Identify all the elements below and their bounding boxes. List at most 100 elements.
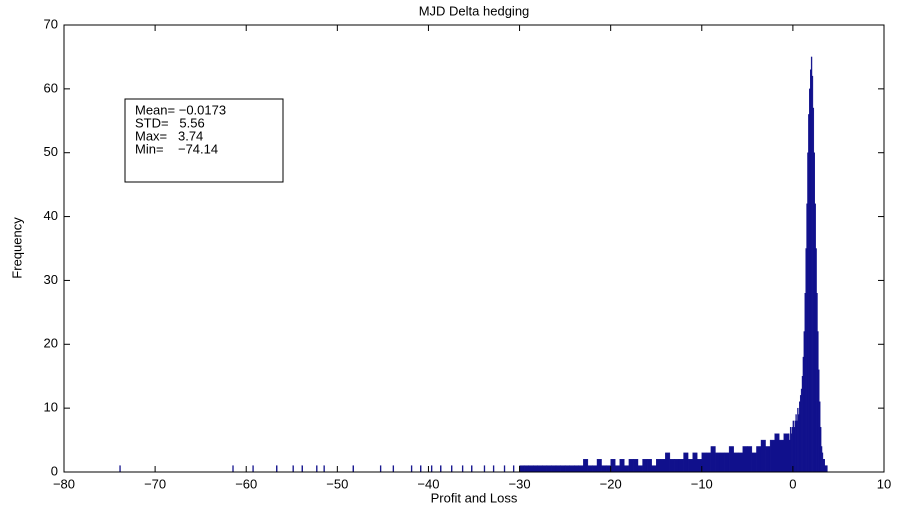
bar xyxy=(533,465,538,473)
bar xyxy=(410,465,413,473)
bar xyxy=(523,465,529,473)
y-tick-label: 30 xyxy=(44,272,58,287)
y-tick-label: 70 xyxy=(44,16,58,31)
stats-text: Mean= −0.0173 xyxy=(135,102,226,117)
bar xyxy=(276,465,278,473)
bar xyxy=(578,465,584,473)
x-tick-label: −20 xyxy=(600,476,622,491)
y-axis-label: Frequency xyxy=(9,217,24,279)
bar xyxy=(678,459,684,473)
bar xyxy=(316,465,318,473)
bar xyxy=(528,465,534,473)
bar xyxy=(461,465,464,473)
bar xyxy=(119,465,121,473)
bar xyxy=(430,465,433,473)
x-axis-label: Profit and Loss xyxy=(431,490,518,505)
axes-box xyxy=(63,24,885,473)
bar xyxy=(451,465,453,473)
bar xyxy=(769,439,775,473)
bar xyxy=(733,452,739,473)
bar xyxy=(564,465,570,473)
bar xyxy=(756,446,762,473)
stats-text: Min= −74.14 xyxy=(135,141,218,156)
x-tick-label: 0 xyxy=(789,476,796,491)
bar xyxy=(420,465,422,473)
bar xyxy=(747,446,753,473)
bar xyxy=(574,465,579,473)
x-tick-label: −10 xyxy=(691,476,713,491)
bar xyxy=(551,465,557,473)
x-tick-label: −50 xyxy=(326,476,348,491)
bar xyxy=(583,459,589,473)
bar xyxy=(642,459,648,473)
x-tick-label: −60 xyxy=(235,476,257,491)
bar xyxy=(537,465,543,473)
stats-text: Max= 3.74 xyxy=(135,128,203,143)
bar xyxy=(628,459,634,473)
bar xyxy=(633,459,639,473)
bar xyxy=(697,459,702,473)
bar xyxy=(252,465,254,473)
bar xyxy=(760,439,766,473)
bar xyxy=(605,465,611,473)
bar xyxy=(665,452,671,473)
bar xyxy=(651,465,657,473)
bar xyxy=(619,459,625,473)
bar xyxy=(352,465,354,473)
bar xyxy=(440,465,442,473)
bar xyxy=(555,465,561,473)
stats-box xyxy=(124,98,284,183)
bar xyxy=(587,465,593,473)
bar xyxy=(379,465,382,473)
bar xyxy=(687,459,693,473)
stats-text: STD= 5.56 xyxy=(135,115,205,130)
bar xyxy=(546,465,552,473)
bar xyxy=(292,465,294,473)
x-tick-label: −70 xyxy=(144,476,166,491)
bar xyxy=(542,465,548,473)
bar xyxy=(774,433,780,473)
bar xyxy=(301,465,303,473)
bar xyxy=(471,465,473,473)
bar xyxy=(724,452,730,473)
bar xyxy=(738,452,743,473)
bar xyxy=(742,446,748,473)
bar xyxy=(728,446,734,473)
bar xyxy=(674,459,680,473)
bar xyxy=(596,459,602,473)
bar xyxy=(646,459,652,473)
bar xyxy=(706,452,712,473)
bar xyxy=(783,433,789,473)
y-tick-label: 60 xyxy=(44,80,58,95)
bar xyxy=(765,446,771,473)
y-tick-label: 0 xyxy=(51,463,58,478)
bar xyxy=(624,465,630,473)
y-tick-label: 50 xyxy=(44,144,58,159)
bar xyxy=(592,465,598,473)
bar xyxy=(719,452,725,473)
y-tick-label: 20 xyxy=(44,336,58,351)
bar xyxy=(710,446,716,473)
bar xyxy=(232,465,234,473)
bar xyxy=(701,452,707,473)
bar xyxy=(615,465,620,473)
bar xyxy=(323,465,325,473)
bar xyxy=(656,459,661,473)
bar xyxy=(715,452,721,473)
x-tick-label: −30 xyxy=(509,476,531,491)
bar xyxy=(610,459,616,473)
bar xyxy=(503,465,506,473)
bar xyxy=(637,465,643,473)
x-tick-label: −40 xyxy=(417,476,439,491)
bar xyxy=(392,465,395,473)
y-tick-label: 10 xyxy=(44,400,58,415)
bar xyxy=(560,465,566,473)
y-tick-label: 40 xyxy=(44,208,58,223)
bar xyxy=(826,465,828,473)
bar xyxy=(751,452,757,473)
bar xyxy=(483,465,486,473)
bar xyxy=(519,465,525,473)
bar xyxy=(512,465,515,473)
